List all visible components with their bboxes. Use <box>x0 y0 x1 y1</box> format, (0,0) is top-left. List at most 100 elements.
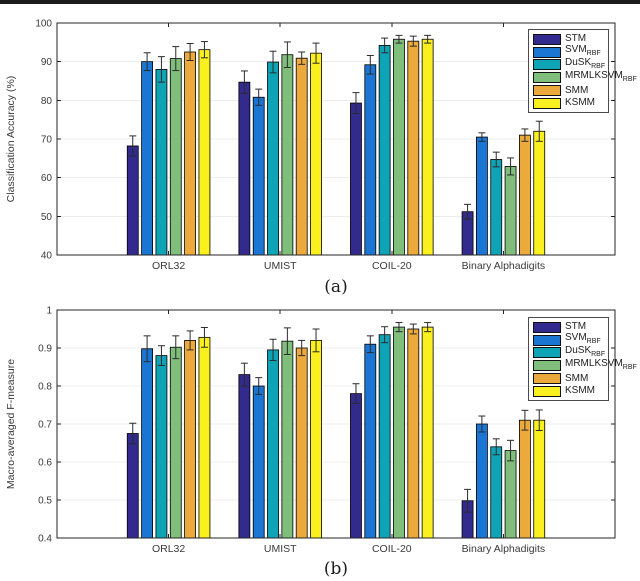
panel-b-chart: 0.4 0.5 0.6 0.7 0.8 0.9 1 ORL32 UMIST COIL-20 Bina… <box>5 306 616 579</box>
bar-MRMLKSVM_RBF-ORL32 <box>169 346 182 539</box>
legend-label-KSMM: KSMM <box>565 385 595 397</box>
errorbar-MRMLKSVM_RBF-Binary Alphadigits <box>507 439 515 462</box>
legend-entry-MRMLKSVM_RBF: MRMLKSVMRBF <box>533 358 637 372</box>
errorbar-MRMLKSVM_RBF-UMIST <box>283 327 291 355</box>
panel-b-legend: STM SVMRBF DuSKRBF MRMLKSVMRBF SMM KSMM <box>528 317 637 401</box>
legend-entry-SMM: SMM <box>533 372 608 385</box>
errorbar-SVM_RBF-ORL32 <box>143 52 151 72</box>
bar-SVM_RBF-ORL32 <box>141 348 154 539</box>
bar-DuSK_RBF-COIL-20 <box>378 45 391 256</box>
errorbar-STM-ORL32 <box>129 135 137 157</box>
bar-STM-UMIST <box>238 374 251 539</box>
legend-label-STM: STM <box>565 321 587 333</box>
panel-b-caption: (b) <box>324 559 348 579</box>
errorbar-KSMM-Binary Alphadigits <box>535 120 543 142</box>
legend-swatch-SMM <box>533 373 561 385</box>
legend-entry-SMM: SMM <box>533 84 608 97</box>
errorbar-SVM_RBF-UMIST <box>255 88 263 106</box>
errorbar-SMM-ORL32 <box>186 330 194 351</box>
errorbar-KSMM-COIL-20 <box>424 322 432 333</box>
legend-label-MRMLKSVM_RBF: MRMLKSVMRBF <box>565 69 637 83</box>
errorbar-MRMLKSVM_RBF-COIL-20 <box>395 322 403 333</box>
errorbar-STM-COIL-20 <box>352 92 360 114</box>
bar-SMM-UMIST <box>295 57 308 256</box>
errorbar-SVM_RBF-UMIST <box>255 377 263 395</box>
legend-swatch-SMM <box>533 85 561 97</box>
legend-entry-DuSK_RBF: DuSKRBF <box>533 345 608 360</box>
legend-entry-STM: STM <box>533 321 608 334</box>
legend-label-subscript-MRMLKSVM_RBF: RBF <box>622 363 637 371</box>
panel-a-plot-area: 40 50 60 70 80 90 100 ORL32 UMIST COIL-20 Binary A… <box>35 19 616 272</box>
bar-STM-COIL-20 <box>350 393 362 539</box>
bar-SMM-Binary Alphadigits <box>519 134 531 256</box>
legend-label-DuSK_RBF: DuSKRBF <box>565 345 606 359</box>
bar-DuSK_RBF-UMIST <box>267 61 279 256</box>
y-tick-label-90: 90 <box>41 57 53 68</box>
legend-label-MRMLKSVM_RBF: MRMLKSVMRBF <box>565 357 637 371</box>
bar-KSMM-UMIST <box>310 52 322 256</box>
bar-SMM-Binary Alphadigits <box>519 419 531 539</box>
bar-KSMM-ORL32 <box>198 49 211 256</box>
errorbar-SMM-COIL-20 <box>409 35 417 47</box>
legend-swatch-STM <box>533 321 561 333</box>
errorbar-STM-Binary Alphadigits <box>464 203 472 220</box>
legend-label-KSMM: KSMM <box>565 97 595 109</box>
y-tick-label-40: 40 <box>41 251 53 262</box>
legend-entry-STM: STM <box>533 33 608 46</box>
y-tick-label-0.4: 0.4 <box>38 534 52 545</box>
bar-STM-ORL32 <box>126 433 139 539</box>
bar-KSMM-UMIST <box>310 340 322 539</box>
legend-swatch-MRMLKSVM_RBF <box>533 72 561 84</box>
bar-DuSK_RBF-ORL32 <box>155 69 168 256</box>
errorbar-STM-COIL-20 <box>352 383 360 404</box>
errorbar-SVM_RBF-Binary Alphadigits <box>478 132 486 142</box>
panel-b-plot-area: 0.4 0.5 0.6 0.7 0.8 0.9 1 ORL32 UMIST COIL-20 Bina… <box>38 306 616 555</box>
errorbar-STM-ORL32 <box>129 422 137 445</box>
errorbar-SMM-UMIST <box>298 339 306 357</box>
errorbar-SVM_RBF-ORL32 <box>143 335 151 363</box>
bar-SMM-COIL-20 <box>407 40 420 256</box>
legend-swatch-SVM_RBF <box>533 46 561 58</box>
errorbar-SVM_RBF-Binary Alphadigits <box>478 415 486 433</box>
bar-SVM_RBF-UMIST <box>252 96 265 256</box>
bar-SMM-ORL32 <box>184 51 197 256</box>
errorbar-DuSK_RBF-COIL-20 <box>381 326 389 344</box>
y-tick-label-50: 50 <box>41 212 53 223</box>
legend-swatch-STM <box>533 33 561 45</box>
y-tick-label-0.5: 0.5 <box>38 496 52 507</box>
errorbar-DuSK_RBF-UMIST <box>269 50 277 74</box>
x-category-label-Binary Alphadigits: Binary Alphadigits <box>462 260 545 272</box>
y-tick-label-100: 100 <box>35 19 52 30</box>
errorbar-DuSK_RBF-ORL32 <box>157 56 165 83</box>
errorbar-SMM-Binary Alphadigits <box>521 409 529 431</box>
errorbar-KSMM-UMIST <box>312 328 320 353</box>
bar-MRMLKSVM_RBF-Binary Alphadigits <box>504 166 517 256</box>
legend-label-subscript-DuSK_RBF: RBF <box>591 351 606 358</box>
bar-SVM_RBF-ORL32 <box>141 61 154 256</box>
y-tick-label-0.9: 0.9 <box>38 344 52 355</box>
bar-STM-ORL32 <box>126 145 139 256</box>
errorbar-MRMLKSVM_RBF-Binary Alphadigits <box>507 157 515 176</box>
errorbar-KSMM-Binary Alphadigits <box>535 409 543 431</box>
bar-KSMM-COIL-20 <box>421 38 434 256</box>
legend-label-subscript-SVM_RBF: RBF <box>586 338 601 346</box>
x-category-label-Binary Alphadigits: Binary Alphadigits <box>462 543 545 555</box>
bar-SVM_RBF-COIL-20 <box>364 64 377 256</box>
errorbar-DuSK_RBF-UMIST <box>269 338 277 362</box>
legend-swatch-DuSK_RBF <box>533 347 561 359</box>
bar-MRMLKSVM_RBF-ORL32 <box>169 58 182 256</box>
errorbar-KSMM-ORL32 <box>200 41 208 59</box>
bar-MRMLKSVM_RBF-COIL-20 <box>393 38 405 256</box>
legend-entry-SVM_RBF: SVMRBF <box>533 45 608 59</box>
errorbar-KSMM-COIL-20 <box>424 34 432 44</box>
legend-label-SMM: SMM <box>565 372 589 384</box>
errorbar-STM-UMIST <box>240 70 248 94</box>
legend-label-subscript-SVM_RBF: RBF <box>586 50 601 58</box>
bar-MRMLKSVM_RBF-UMIST <box>281 54 294 256</box>
legend-entry-KSMM: KSMM <box>533 385 608 398</box>
y-tick-label-0.8: 0.8 <box>38 382 52 393</box>
y-tick-label-0.6: 0.6 <box>38 458 52 469</box>
y-tick-label-80: 80 <box>41 96 53 107</box>
errorbar-MRMLKSVM_RBF-ORL32 <box>172 335 180 360</box>
